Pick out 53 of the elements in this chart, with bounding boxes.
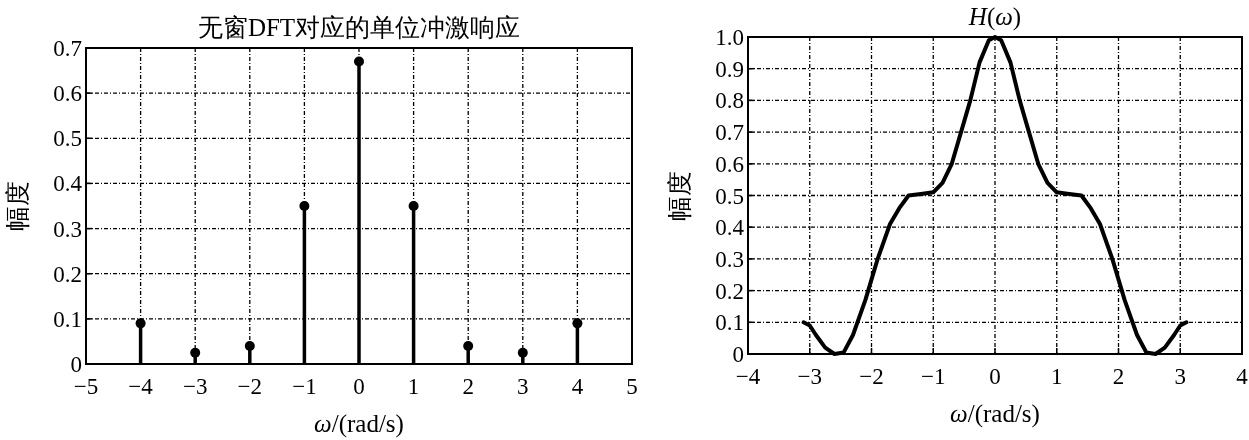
x-tick-label: 1	[407, 374, 420, 399]
y-tick-label: 0.9	[715, 56, 744, 82]
y-tick-label: 0.7	[53, 36, 82, 61]
x-tick-label: −4	[735, 364, 761, 389]
y-tick-label: 0.3	[53, 216, 82, 242]
point	[408, 201, 419, 211]
x-axis-title: ω/(rad/s)	[950, 400, 1040, 428]
y-tick-label: 0.4	[715, 215, 745, 241]
x-tick-label: 3	[517, 374, 529, 399]
point	[354, 56, 364, 67]
x-tick-label: −2	[237, 374, 263, 399]
y-tick-label: 0.1	[715, 310, 744, 336]
y-tick-label: 0.1	[53, 306, 82, 332]
x-tick-label: 4	[571, 374, 584, 399]
x-tick-label: 2	[1112, 364, 1125, 389]
y-tick-label: 0.2	[53, 261, 82, 287]
point	[463, 340, 474, 351]
x-tick-label: 2	[462, 374, 474, 399]
point	[517, 347, 528, 358]
x-tick-label: 3	[1174, 364, 1186, 389]
y-tick-label: 0.2	[715, 278, 744, 304]
x-tick-label: 4	[1236, 364, 1249, 389]
y-axis-title: 幅度	[4, 181, 31, 231]
point	[244, 340, 255, 351]
chart-title: 无窗DFT对应的单位冲激响应	[197, 14, 521, 41]
x-tick-label: −2	[859, 364, 884, 389]
x-tick-label: −3	[182, 374, 208, 399]
y-tick-label: 0.8	[715, 88, 744, 114]
y-tick-label: 1.0	[715, 25, 744, 50]
y-tick-label: 0.7	[715, 120, 744, 146]
y-tick-label: 0.4	[53, 171, 83, 197]
x-tick-label: 5	[626, 374, 638, 399]
point	[135, 318, 146, 329]
y-tick-label: 0.5	[53, 126, 82, 152]
point	[572, 318, 583, 329]
y-tick-label: 0.6	[53, 81, 82, 107]
x-tick-label: −3	[797, 364, 822, 389]
x-tick-label: 0	[989, 364, 1001, 389]
y-tick-label: 0.5	[715, 183, 744, 209]
x-tick-label: 1	[1051, 364, 1063, 389]
x-tick-label: −1	[292, 374, 317, 399]
point	[190, 347, 201, 358]
point	[299, 201, 310, 211]
x-tick-label: −5	[73, 374, 99, 399]
chart-title: H(ω)	[967, 3, 1022, 31]
x-tick-label: −4	[128, 374, 154, 399]
y-tick-label: 0.6	[715, 151, 744, 177]
y-axis-title: 幅度	[666, 170, 693, 221]
x-tick-label: −1	[921, 364, 946, 389]
x-axis-title: ω/(rad/s)	[314, 410, 404, 438]
y-tick-label: 0.3	[715, 246, 744, 272]
x-tick-label: 0	[353, 374, 365, 399]
y-tick-label: 0	[732, 342, 744, 367]
